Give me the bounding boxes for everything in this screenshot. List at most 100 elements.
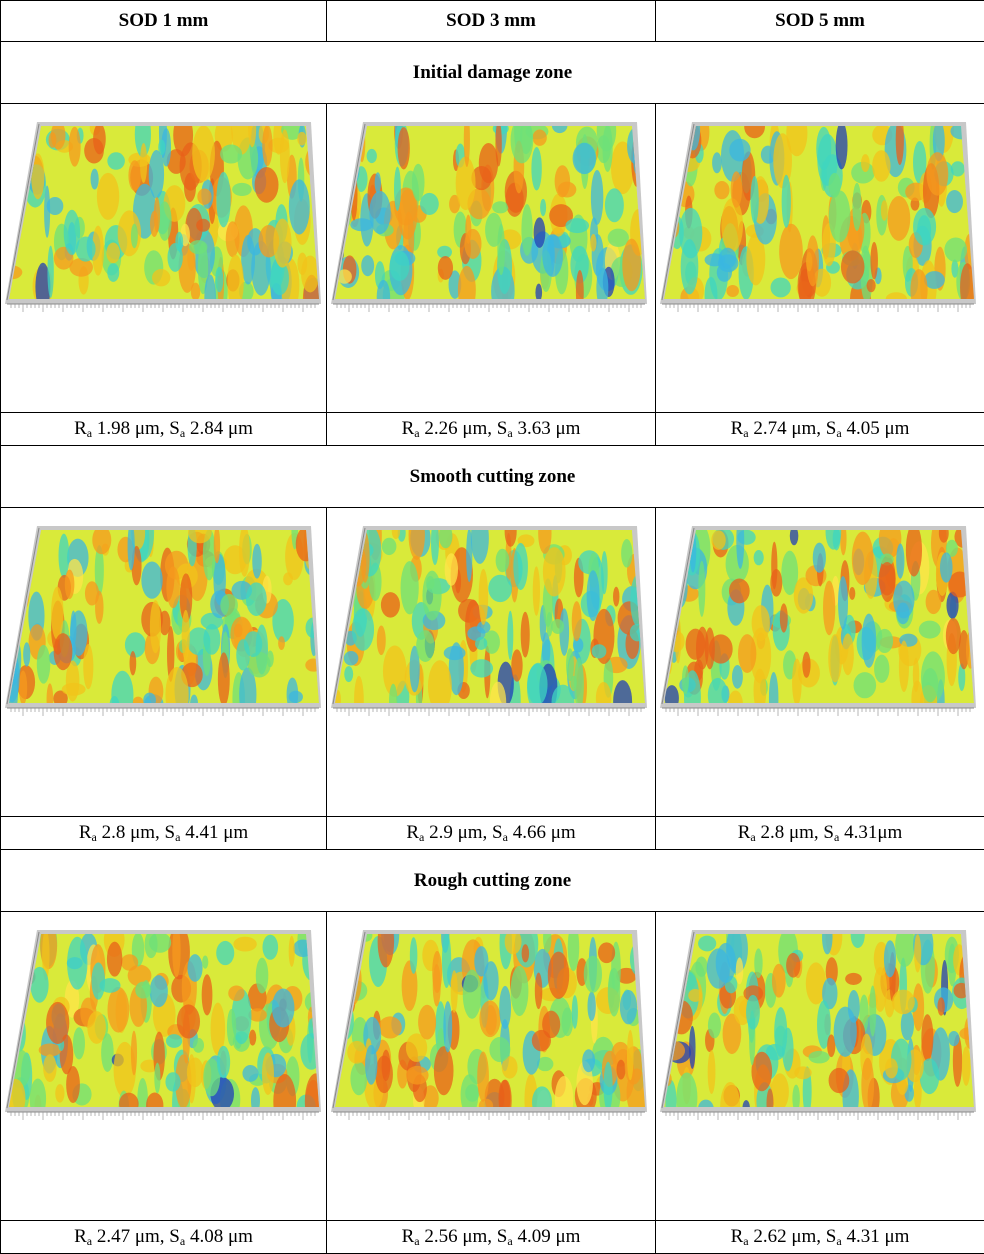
surface-blob: [266, 650, 273, 667]
surface-blob: [782, 175, 791, 228]
surface-blob: [73, 1027, 85, 1059]
surface-blob: [289, 179, 310, 234]
surface-blob: [527, 664, 547, 705]
image-row: [1, 508, 984, 817]
surface-image: [327, 912, 647, 1212]
surface-blob: [128, 160, 141, 191]
image-cell: [327, 912, 656, 1221]
surface-blob: [220, 594, 238, 617]
surface-blob: [829, 190, 851, 242]
surface-blob: [937, 997, 944, 1015]
surface-map: [661, 919, 976, 1131]
surface-blob: [255, 167, 279, 203]
surface-blob: [30, 1079, 46, 1119]
surface-blob: [149, 150, 164, 199]
surface-map: [331, 915, 646, 1125]
caption-text: 4.08 μm: [185, 1226, 253, 1247]
surface-blob: [833, 527, 841, 550]
surface-blob: [135, 982, 151, 999]
surface-blob: [823, 581, 835, 636]
surface-blob: [542, 234, 563, 277]
surface-blob: [736, 957, 743, 984]
surface-blob: [361, 255, 374, 276]
surface-blob: [479, 1000, 500, 1037]
image-cell: [656, 912, 984, 1221]
surface-blob: [940, 552, 953, 582]
page: SOD 1 mmSOD 3 mmSOD 5 mmInitial damage z…: [0, 0, 984, 1254]
surface-blob: [410, 937, 418, 974]
surface-blob: [870, 242, 877, 280]
surface-blob: [896, 543, 904, 578]
surface-blob: [262, 125, 272, 166]
surface-blob: [622, 239, 641, 292]
surface-blob: [746, 995, 760, 1030]
surface-blob: [215, 267, 223, 293]
surface-blob: [813, 543, 826, 573]
surface-blob: [708, 1050, 716, 1094]
surface-blob: [613, 680, 632, 722]
caption-text: 4.66 μm: [508, 822, 576, 843]
surface-blob: [166, 1034, 182, 1048]
surface-blob: [893, 580, 914, 618]
surface-blob: [869, 986, 876, 1037]
caption-text: R: [74, 418, 87, 439]
surface-blob: [802, 652, 810, 678]
surface-blob: [698, 561, 705, 617]
surface-blob: [572, 601, 582, 641]
surface-blob: [6, 514, 22, 567]
surface-blob: [55, 1084, 64, 1103]
surface-image: [327, 104, 647, 404]
surface-blob: [67, 937, 87, 990]
caption: Ra 2.74 μm, Sa 4.05 μm: [656, 413, 984, 446]
surface-image: [656, 508, 976, 808]
surface-blob: [283, 572, 293, 585]
surface-blob: [689, 1026, 695, 1069]
surface-blob: [499, 986, 511, 1029]
surface-blob: [188, 522, 212, 544]
surface-blob: [709, 634, 733, 663]
surface-blob: [488, 575, 512, 602]
surface-blob: [378, 916, 394, 968]
surface-blob: [352, 608, 374, 650]
surface-blob: [535, 973, 543, 1010]
surface-blob: [394, 167, 401, 211]
column-header: SOD 1 mm: [1, 1, 327, 42]
image-cell: [1, 508, 327, 817]
caption-text: 4.05 μm: [842, 418, 910, 439]
surface-blob: [718, 254, 739, 272]
surface-blob: [621, 539, 632, 568]
surface-blob: [505, 517, 517, 547]
surface-blob: [150, 600, 161, 653]
surface-blob: [398, 127, 410, 169]
surface-image: [327, 508, 647, 808]
surface-blob: [522, 944, 530, 962]
surface-blob: [914, 934, 921, 972]
surface-blob: [786, 110, 807, 156]
surface-blob: [444, 646, 466, 660]
surface-blob: [884, 940, 896, 977]
surface-blob: [406, 1066, 429, 1085]
surface-blob: [786, 953, 800, 978]
caption-text: 2.26 μm, S: [420, 418, 508, 439]
surface-blob: [879, 562, 896, 595]
surface-blob: [246, 582, 267, 616]
image-cell: [1, 912, 327, 1221]
surface-image: [656, 912, 976, 1212]
surface-blob: [83, 644, 93, 689]
surface-blob: [535, 284, 542, 302]
zone-row: Smooth cutting zone: [1, 446, 984, 508]
caption: Ra 2.26 μm, Sa 3.63 μm: [327, 413, 656, 446]
surface-blob: [367, 149, 377, 163]
surface-blob: [165, 1072, 180, 1091]
surface-blob: [854, 672, 877, 698]
surface-blob: [736, 513, 744, 569]
surface-blob: [570, 676, 576, 690]
surface-blob: [627, 1030, 634, 1080]
surface-blob: [565, 218, 589, 233]
surface-blob: [43, 1054, 56, 1082]
surface-blob: [490, 682, 506, 725]
column-header: SOD 3 mm: [327, 1, 656, 42]
surface-blob: [377, 626, 386, 656]
surface-blob: [613, 587, 619, 607]
